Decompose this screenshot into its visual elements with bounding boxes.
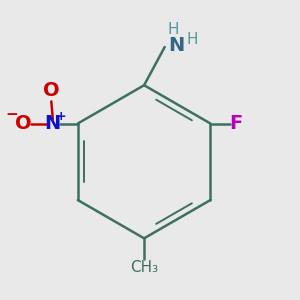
Text: CH₃: CH₃	[130, 260, 158, 275]
Text: −: −	[6, 107, 19, 122]
Text: H: H	[168, 22, 179, 37]
Text: O: O	[15, 114, 32, 133]
Text: N: N	[45, 114, 61, 133]
Text: N: N	[168, 36, 184, 55]
Text: O: O	[43, 81, 60, 100]
Text: H: H	[187, 32, 198, 47]
Text: +: +	[56, 110, 66, 123]
Text: F: F	[229, 114, 242, 133]
